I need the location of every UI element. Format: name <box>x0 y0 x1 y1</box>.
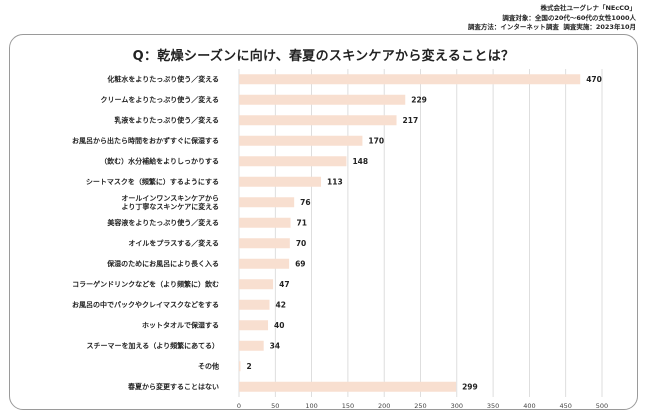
bar <box>239 299 270 310</box>
value-label: 113 <box>327 177 343 186</box>
value-label: 34 <box>270 341 280 350</box>
bar <box>239 115 397 126</box>
x-tick-label: 500 <box>596 402 608 410</box>
value-label: 299 <box>462 382 478 391</box>
category-label: お風呂から出たら時間をおかずすぐに保湿する <box>72 136 219 145</box>
category-label: お風呂の中でパックやクレイマスクなどをする <box>72 300 219 309</box>
category-label: 化粧水をよりたっぷり使う／変える <box>107 75 219 84</box>
value-label: 76 <box>300 198 310 207</box>
category-label: 美容液をよりたっぷり使う／変える <box>107 218 219 227</box>
category-label: シートマスクを（頻繁に）するようにする <box>86 177 219 186</box>
value-label: 70 <box>296 239 306 248</box>
method-note-label: 調査方法： <box>467 23 501 31</box>
value-label: 148 <box>352 157 368 166</box>
category-label: クリームをよりたっぷり使う／変える <box>101 95 219 104</box>
bar <box>239 381 457 392</box>
bar <box>239 361 241 372</box>
x-tick-label: 250 <box>414 402 426 410</box>
category-label: オールインワンスキンケアからより丁寧なスキンケアに変える <box>121 195 219 211</box>
bar <box>239 258 290 269</box>
x-tick-label: 350 <box>487 402 499 410</box>
value-label: 40 <box>274 321 284 330</box>
bar <box>239 156 347 167</box>
value-label: 2 <box>246 362 251 371</box>
bar <box>239 279 274 290</box>
category-label: スチーマーを加える（より頻繁にあてる） <box>86 341 219 350</box>
value-label: 42 <box>275 300 285 309</box>
x-tick-label: 50 <box>271 402 279 410</box>
category-label: 乳液をよりたっぷり使う／変える <box>114 116 219 125</box>
x-tick-label: 450 <box>559 402 571 410</box>
value-label: 71 <box>297 218 307 227</box>
category-label: 保湿のためにお風呂により長く入る <box>106 259 219 268</box>
category-label: 春夏から変更することはない <box>127 382 219 391</box>
value-label: 217 <box>403 116 419 125</box>
bar <box>239 74 581 85</box>
x-tick-label: 200 <box>378 402 390 410</box>
bar <box>239 135 363 146</box>
x-tick-label: 0 <box>237 402 241 410</box>
target-note-value: 全国の20代〜60代の女性1000人 <box>534 13 636 22</box>
value-label: 470 <box>586 75 602 84</box>
bar <box>239 197 295 208</box>
value-label: 47 <box>279 280 289 289</box>
chart-title: Q：乾燥シーズンに向け、春夏のスキンケアから変えることは？ <box>132 49 515 64</box>
category-label: ホットタオルで保湿する <box>142 321 219 330</box>
category-label: オイルをプラスする／変える <box>128 239 219 248</box>
x-tick-label: 100 <box>305 402 317 410</box>
category-label: （飲む）水分補給をよりしっかりする <box>100 157 219 166</box>
method-note-value: インターネット調査 <box>500 23 559 31</box>
bar <box>239 94 406 105</box>
method-date-note: 調査方法：インターネット調査 調査実施：2023年10月 <box>468 23 636 33</box>
x-tick-label: 300 <box>451 402 463 410</box>
bar <box>239 217 291 228</box>
company-note: 株式会社ユーグレナ「NEcCO」 <box>540 4 636 12</box>
target-note-label: 調査対象： <box>502 13 535 22</box>
x-tick-label: 150 <box>342 402 354 410</box>
survey-notes: 株式会社ユーグレナ「NEcCO」 調査対象：全国の20代〜60代の女性1000人… <box>468 4 636 33</box>
date-note-label: 調査実施： <box>563 23 596 31</box>
value-label: 229 <box>411 95 427 104</box>
date-note-value: 2023年10月 <box>595 23 636 31</box>
x-tick-label: 400 <box>523 402 535 410</box>
category-label: コラーゲンドリンクなどを（より頻繁に）飲む <box>72 280 219 289</box>
target-note: 調査対象：全国の20代〜60代の女性1000人 <box>468 14 636 24</box>
bar <box>239 320 269 331</box>
category-label: その他 <box>198 362 219 371</box>
bar <box>239 340 264 351</box>
value-label: 69 <box>295 259 305 268</box>
value-label: 170 <box>368 136 384 145</box>
bar <box>239 238 290 249</box>
bar <box>239 176 322 187</box>
